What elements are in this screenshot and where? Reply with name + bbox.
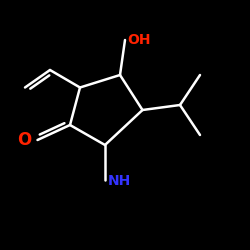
Text: OH: OH	[128, 33, 151, 47]
Text: O: O	[17, 131, 31, 149]
Text: NH: NH	[108, 174, 131, 188]
